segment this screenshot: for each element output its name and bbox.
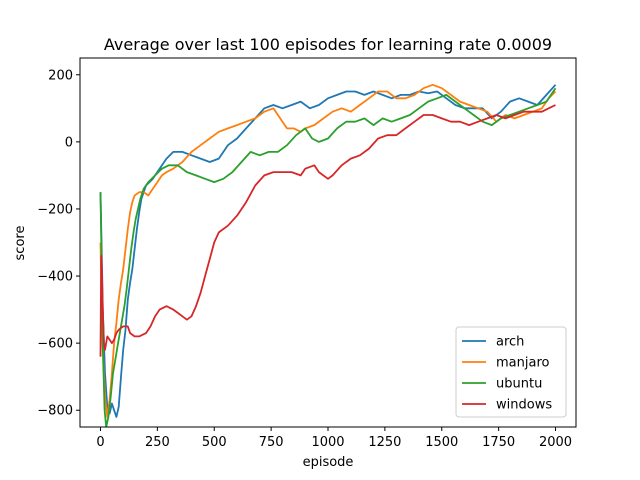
x-tick-label: 1750 bbox=[482, 435, 515, 450]
y-tick-label: 0 bbox=[65, 135, 73, 150]
legend-box bbox=[455, 326, 567, 418]
x-tick-label: 1250 bbox=[368, 435, 401, 450]
x-tick-label: 2000 bbox=[539, 435, 572, 450]
x-tick-label: 0 bbox=[96, 435, 104, 450]
y-axis-label: score bbox=[13, 226, 28, 261]
legend-label-manjaro: manjaro bbox=[496, 356, 550, 371]
chart-title: Average over last 100 episodes for learn… bbox=[104, 35, 552, 54]
series-line-manjaro bbox=[99, 83, 557, 418]
series-layer bbox=[99, 83, 557, 427]
series-line-windows bbox=[99, 104, 556, 357]
x-tick-label: 500 bbox=[202, 435, 227, 450]
y-tick-label: 200 bbox=[48, 68, 73, 83]
x-tick-label: 1000 bbox=[311, 435, 344, 450]
legend-label-ubuntu: ubuntu bbox=[496, 377, 542, 392]
axes-layer: 0 250 500 750 1000 1250 1500 1750 2000−800−600−4… bbox=[37, 57, 577, 450]
legend-label-windows: windows bbox=[496, 398, 552, 413]
y-tick-label: −600 bbox=[37, 337, 73, 352]
legend: arch manjaro ubuntu windows bbox=[455, 326, 567, 418]
y-tick-label: −800 bbox=[37, 404, 73, 419]
x-tick-label: 750 bbox=[259, 435, 284, 450]
legend-label-arch: arch bbox=[496, 335, 524, 350]
y-tick-label: −400 bbox=[37, 270, 73, 285]
series-line-ubuntu bbox=[99, 87, 557, 427]
x-axis-label: episode bbox=[303, 455, 354, 470]
x-tick-label: 250 bbox=[145, 435, 170, 450]
y-tick-label: −200 bbox=[37, 202, 73, 217]
x-tick-label: 1500 bbox=[425, 435, 458, 450]
